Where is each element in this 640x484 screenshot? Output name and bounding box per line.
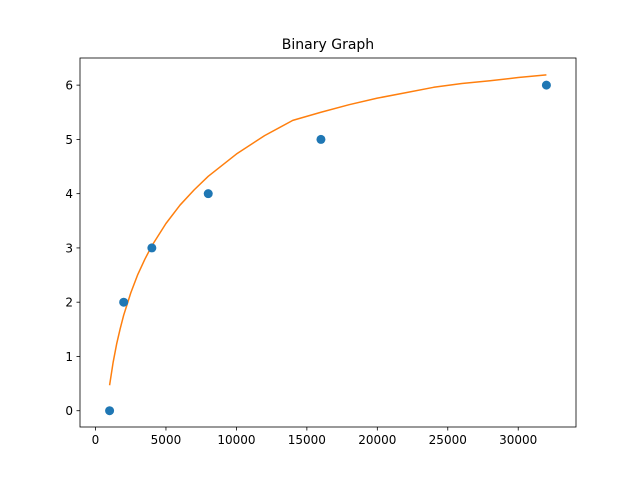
x-tick-label: 30000 <box>499 433 537 447</box>
x-tick-label: 0 <box>92 433 100 447</box>
data-point <box>541 80 551 90</box>
chart-title: Binary Graph <box>282 37 374 53</box>
y-tick-label: 1 <box>65 350 73 364</box>
y-tick-label: 2 <box>65 296 73 310</box>
x-tick-label: 20000 <box>358 433 396 447</box>
x-tick-label: 25000 <box>429 433 467 447</box>
data-point <box>119 297 129 307</box>
plot-layer <box>105 74 551 416</box>
y-tick-label: 3 <box>65 241 73 255</box>
data-point <box>203 189 213 199</box>
y-tick-label: 4 <box>65 187 73 201</box>
data-point <box>147 243 157 253</box>
x-tick-label: 5000 <box>151 433 182 447</box>
y-tick-label: 0 <box>65 404 73 418</box>
data-point <box>105 406 115 416</box>
data-point <box>316 134 326 144</box>
y-tick-label: 6 <box>65 79 73 93</box>
x-tick-label: 15000 <box>288 433 326 447</box>
axes-layer: 0 5000 10000 15000 20000 25000 30000 0 1 2 3 4 5 6 <box>65 57 577 447</box>
fit-curve-line <box>108 74 547 386</box>
y-tick-label: 5 <box>65 133 73 147</box>
axes-frame <box>79 57 577 428</box>
x-tick-label: 10000 <box>217 433 255 447</box>
